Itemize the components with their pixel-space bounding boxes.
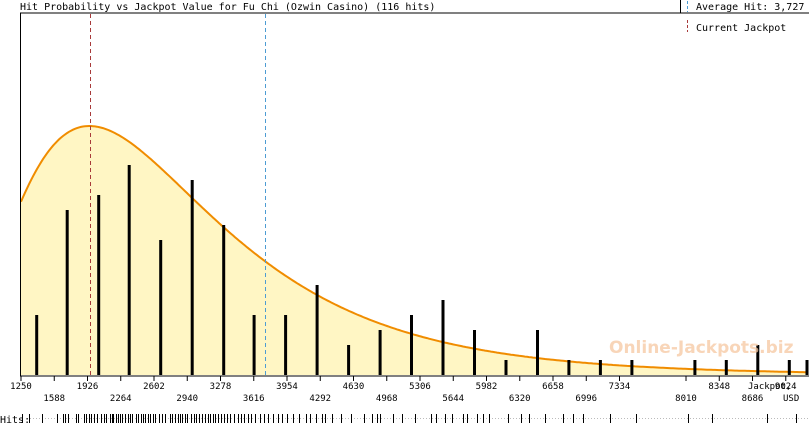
x-tick-label: 2940: [176, 394, 198, 404]
x-tick-label: 8348: [708, 382, 730, 392]
x-tick-label: 1250: [10, 382, 32, 392]
x-tick-label: 5644: [442, 394, 464, 404]
x-tick-label: 8010: [675, 394, 697, 404]
hit-bar: [787, 360, 791, 375]
x-tick-label: 1926: [77, 382, 99, 392]
hit-bar: [441, 300, 445, 375]
x-tick-label: 4630: [343, 382, 365, 392]
x-tick-label: 8686: [742, 394, 764, 404]
hit-bar: [567, 360, 571, 375]
hit-bar: [65, 210, 69, 375]
x-tick-label: 5982: [476, 382, 498, 392]
x-tick-label: 3954: [276, 382, 298, 392]
x-tick-label: 7334: [609, 382, 631, 392]
probability-curve-line: [20, 125, 807, 374]
hit-bar: [159, 240, 163, 375]
x-tick-label: 4968: [376, 394, 398, 404]
chart-title: Hit Probability vs Jackpot Value for Fu …: [20, 2, 435, 13]
x-axis-ticks: 1250 1926 2602 3278 3954 4630 5306 5982 6658 7334…: [10, 376, 797, 404]
hits-strip-label: Hits:: [0, 415, 30, 425]
hit-bar: [347, 345, 351, 375]
hit-bar: [724, 360, 728, 375]
hit-bar: [504, 360, 508, 375]
watermark-text: Online-Jackpots.biz: [609, 338, 794, 358]
x-tick-label: 2602: [143, 382, 165, 392]
x-tick-label: 6996: [575, 394, 597, 404]
probability-curve-area: [21, 126, 808, 375]
x-tick-label: 3278: [210, 382, 232, 392]
hit-bar: [410, 315, 413, 375]
hits-strip: [22, 414, 809, 423]
hit-bar: [598, 360, 602, 375]
x-tick-label: 6320: [509, 394, 531, 404]
x-tick-label: 5306: [409, 382, 431, 392]
x-tick-label: 6658: [542, 382, 564, 392]
x-tick-label: 9024: [775, 382, 797, 392]
hit-bar: [252, 315, 256, 375]
legend-current-jackpot-label: Current Jackpot: [696, 23, 786, 34]
hit-bar: [127, 165, 131, 375]
x-tick-label: 3616: [243, 394, 265, 404]
hit-bar: [693, 360, 697, 375]
hit-bar: [35, 315, 39, 375]
x-tick-label: 2264: [110, 394, 132, 404]
hit-bar: [756, 345, 760, 375]
hit-bar: [473, 330, 476, 375]
x-tick-label: 4292: [309, 394, 331, 404]
hit-bar: [315, 285, 319, 375]
hit-bar: [190, 180, 194, 375]
x-tick-label: 1588: [43, 394, 65, 404]
hit-bars: [35, 165, 809, 375]
hit-bar: [536, 330, 539, 375]
hit-bar: [805, 360, 809, 375]
hit-bar: [97, 195, 101, 375]
hit-bar: [284, 315, 288, 375]
x-axis-label-line2: USD: [783, 394, 799, 404]
legend-average-hit-label: Average Hit: 3,727: [696, 2, 804, 13]
x-axis-label-line1: Jackpot,: [748, 382, 791, 392]
hit-bar: [222, 225, 226, 375]
hit-bar: [630, 360, 634, 375]
hit-bar: [378, 330, 382, 375]
